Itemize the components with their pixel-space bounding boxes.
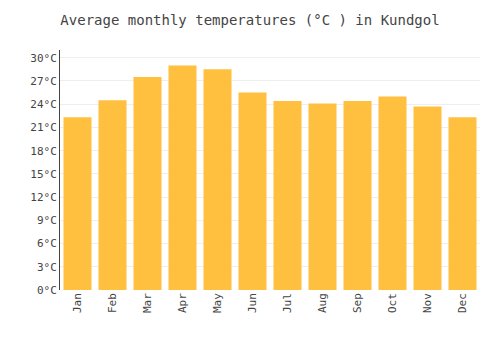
svg-text:12°C: 12°C — [30, 191, 57, 204]
svg-text:Jan: Jan — [71, 293, 84, 313]
svg-text:21°C: 21°C — [30, 121, 57, 134]
svg-text:Nov: Nov — [421, 293, 434, 313]
svg-text:30°C: 30°C — [30, 52, 57, 65]
svg-text:Oct: Oct — [386, 293, 399, 313]
svg-text:3°C: 3°C — [37, 261, 57, 274]
svg-text:Jul: Jul — [281, 293, 294, 313]
svg-text:Apr: Apr — [176, 293, 189, 313]
svg-text:0°C: 0°C — [37, 284, 57, 297]
svg-text:18°C: 18°C — [30, 145, 57, 158]
svg-text:9°C: 9°C — [37, 214, 57, 227]
svg-text:Sep: Sep — [351, 293, 364, 313]
svg-text:15°C: 15°C — [30, 168, 57, 181]
svg-text:24°C: 24°C — [30, 98, 57, 111]
svg-text:May: May — [211, 293, 224, 313]
svg-text:Mar: Mar — [141, 293, 154, 313]
svg-text:Dec: Dec — [456, 293, 469, 313]
svg-text:6°C: 6°C — [37, 237, 57, 250]
svg-text:Aug: Aug — [316, 293, 329, 313]
svg-text:27°C: 27°C — [30, 75, 57, 88]
svg-text:Feb: Feb — [106, 293, 119, 313]
svg-text:Jun: Jun — [246, 293, 259, 313]
svg-text:Average monthly temperatures (: Average monthly temperatures (°C ) in Ku… — [60, 12, 439, 28]
